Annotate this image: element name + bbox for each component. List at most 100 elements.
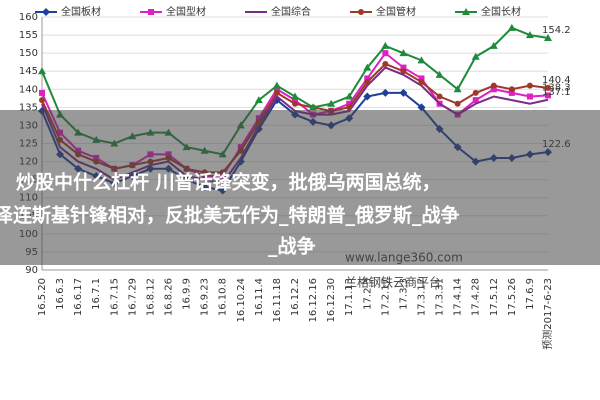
marker — [399, 88, 408, 97]
marker — [364, 79, 371, 86]
marker — [418, 79, 425, 86]
x-tick-label: 17.5.12 — [489, 278, 500, 316]
x-tick-label: 17.3.31 — [435, 278, 446, 316]
marker — [489, 41, 498, 49]
marker — [345, 92, 354, 100]
marker — [363, 92, 372, 101]
marker — [471, 52, 480, 60]
x-tick-label: 17.2.17 — [380, 278, 391, 316]
x-tick-label: 16.6.17 — [73, 278, 84, 316]
data-label: 137.1 — [542, 87, 571, 98]
x-tick-label: 16.8.12 — [145, 278, 156, 316]
marker — [346, 104, 353, 111]
marker — [309, 103, 318, 111]
marker — [292, 97, 298, 104]
data-label: 138.3 — [542, 82, 571, 93]
marker — [38, 67, 46, 75]
marker — [382, 50, 389, 57]
marker — [148, 9, 154, 15]
x-tick-label: 预测2017-6-23 — [541, 278, 554, 350]
legend-label: 全国综合 — [271, 5, 311, 18]
marker — [507, 23, 516, 31]
banner-line: 泽连斯基针锋相对，反批美无作为_特朗普_俄罗斯_战争 — [0, 204, 460, 227]
marker — [508, 89, 515, 96]
x-tick-label: 16.7.29 — [127, 278, 138, 316]
y-tick-label: 90 — [25, 265, 38, 276]
legend-label: 全国管材 — [376, 5, 416, 18]
marker — [417, 103, 426, 112]
marker — [381, 88, 390, 97]
x-tick-label: 16.8.26 — [164, 278, 175, 316]
marker — [363, 63, 372, 71]
x-tick-label: 16.9.9 — [182, 278, 193, 310]
marker — [525, 31, 534, 39]
marker — [508, 86, 515, 93]
x-tick-label: 16.10.8 — [218, 278, 229, 316]
marker — [436, 93, 443, 100]
x-tick-label: 16.12.16 — [308, 278, 319, 323]
banner-line: _战争 — [268, 235, 316, 258]
marker — [435, 70, 444, 78]
y-tick-label: 140 — [19, 84, 38, 95]
watermark: www.lange360.com — [345, 251, 463, 265]
marker — [418, 75, 425, 82]
marker — [544, 33, 552, 41]
marker — [273, 89, 280, 96]
watermark: 兰格钢铁云商平台 — [345, 275, 441, 290]
marker — [39, 89, 45, 96]
marker — [292, 100, 298, 107]
data-label: 140.4 — [542, 75, 571, 86]
marker — [358, 9, 364, 15]
marker — [454, 100, 461, 107]
x-tick-label: 17.3.3 — [398, 278, 409, 310]
marker — [545, 84, 551, 91]
x-tick-label: 16.7.1 — [91, 278, 102, 310]
x-tick-label: 16.9.23 — [200, 278, 211, 316]
marker — [327, 99, 336, 107]
marker — [400, 64, 407, 71]
marker — [381, 41, 390, 49]
marker — [399, 49, 408, 57]
x-tick-label: 17.4.14 — [453, 278, 464, 316]
y-tick-label: 150 — [19, 48, 38, 59]
marker — [382, 60, 389, 67]
x-tick-label: 16.12.30 — [326, 278, 337, 323]
x-tick-label: 17.4.28 — [471, 278, 482, 316]
marker — [254, 96, 263, 104]
y-tick-label: 145 — [19, 66, 38, 77]
x-tick-label: 17.3.17 — [417, 278, 428, 316]
banner — [0, 110, 600, 265]
x-tick-label: 16.10.24 — [236, 278, 247, 323]
data-label: 154.2 — [542, 25, 571, 36]
x-tick-label: 16.11.4 — [254, 278, 265, 316]
x-tick-label: 16.5.20 — [37, 278, 48, 316]
x-tick-label: 17.1.13 — [344, 278, 355, 316]
legend-label: 全国长材 — [481, 5, 521, 18]
marker — [526, 93, 533, 100]
marker — [490, 86, 497, 93]
marker — [472, 89, 479, 96]
y-tick-label: 155 — [19, 30, 38, 41]
y-tick-label: 160 — [19, 12, 38, 23]
marker — [545, 92, 551, 99]
x-tick-label: 16.11.18 — [272, 278, 283, 323]
marker — [272, 81, 281, 89]
marker — [42, 8, 50, 16]
banner-line: 炒股中什么杠杆 川普话锋突变，批俄乌两国总统， — [16, 171, 441, 194]
legend-label: 全国型材 — [166, 5, 206, 18]
marker — [462, 8, 470, 15]
x-tick-label: 16.12.2 — [290, 278, 301, 316]
x-tick-label: 16.6.3 — [55, 278, 66, 310]
marker — [346, 100, 353, 107]
x-tick-label: 17.2.3 — [362, 278, 373, 310]
marker — [364, 75, 371, 82]
x-tick-label: 17.6.9 — [525, 278, 536, 310]
marker — [526, 82, 533, 89]
x-tick-label: 16.7.15 — [109, 278, 120, 316]
x-tick-label: 17.5.26 — [507, 278, 518, 316]
legend-label: 全国板材 — [61, 5, 101, 18]
y-tick-label: 135 — [19, 102, 38, 113]
marker — [291, 92, 299, 100]
marker — [417, 56, 426, 64]
